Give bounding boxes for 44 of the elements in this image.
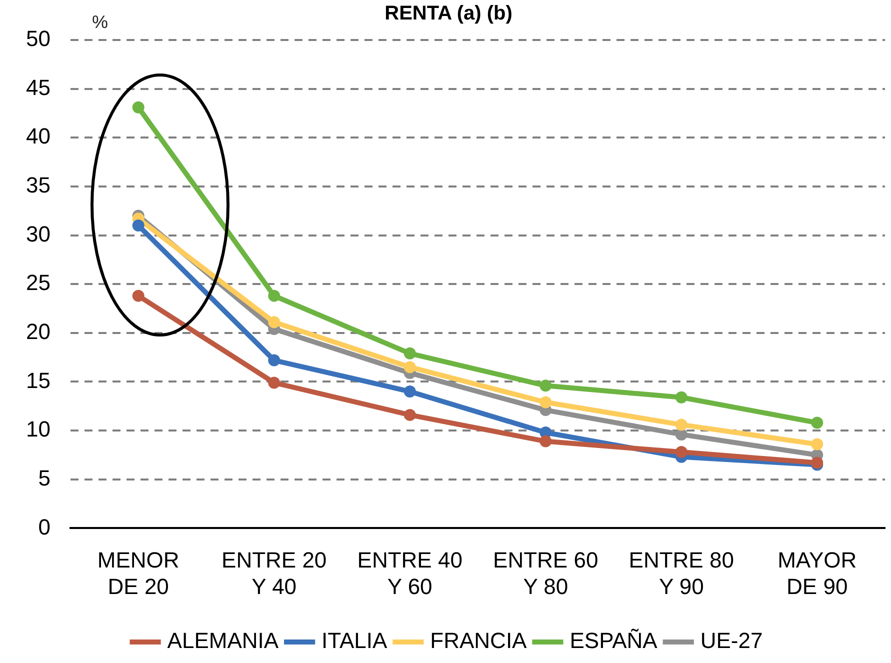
point (540, 435, 552, 448)
x-tick-label: ENTRE 80 Y 90 (628, 547, 734, 599)
legend-label: ALEMANIA (167, 628, 279, 654)
point (404, 386, 416, 398)
y-tick-label: 15 (26, 368, 50, 393)
point (675, 446, 688, 458)
point (404, 347, 416, 360)
x-tick-label: ENTRE 40 Y 60 (357, 547, 462, 599)
point (675, 428, 688, 440)
legend-label: UE-27 (700, 628, 763, 654)
y-tick-label: 5 (38, 465, 50, 490)
legend-label: ESPAÑA (570, 628, 658, 654)
point (675, 391, 688, 404)
y-tick-label: 35 (26, 172, 50, 198)
y-tick-label: 10 (26, 416, 50, 442)
y-tick-label: 20 (26, 318, 50, 344)
x-tick-label: MAYOR DE 90 (778, 547, 857, 599)
x-tick-label: MENOR DE 20 (97, 547, 180, 599)
point (268, 290, 280, 302)
y-tick-label: 25 (26, 270, 50, 296)
legend-label: FRANCIA (430, 628, 528, 654)
point (540, 396, 552, 408)
point (268, 354, 280, 366)
y-tick-label: 30 (26, 221, 50, 246)
point (675, 418, 688, 431)
point (540, 380, 552, 392)
y-tick-label: 50 (26, 26, 50, 52)
point (132, 290, 144, 302)
point (132, 220, 144, 232)
y-axis-title: % (92, 12, 108, 33)
y-tick-label: 45 (26, 74, 50, 100)
x-tick-label: ENTRE 60 Y 80 (493, 547, 598, 599)
y-tick-label: 40 (26, 124, 50, 149)
point (404, 408, 416, 421)
x-tick-label: ENTRE 20 Y 40 (222, 547, 327, 599)
point (404, 361, 416, 374)
legend-label: ITALIA (322, 628, 388, 654)
point (132, 101, 144, 114)
point (811, 416, 824, 429)
point (268, 376, 280, 389)
point (268, 316, 280, 328)
chart-title: RENTA (a) (b) (384, 2, 512, 25)
y-tick-label: 0 (38, 514, 50, 540)
point (811, 438, 824, 450)
